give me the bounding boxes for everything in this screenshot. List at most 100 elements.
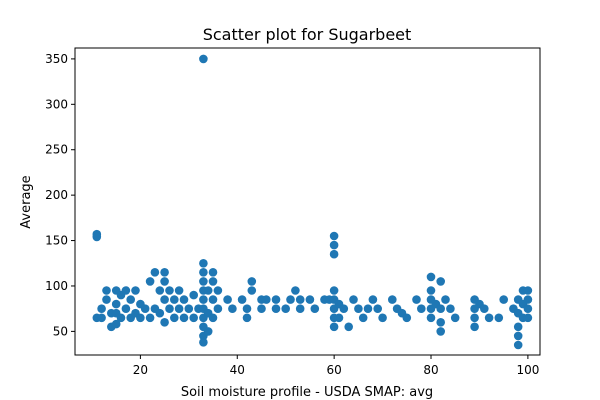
data-point: [513, 340, 523, 350]
data-point: [213, 286, 223, 295]
plot-frame: [74, 47, 541, 356]
data-point: [295, 304, 305, 314]
data-point: [170, 313, 179, 323]
data-point: [523, 286, 533, 295]
points-layer: [92, 54, 533, 350]
data-point: [388, 295, 397, 304]
data-point: [208, 295, 218, 304]
y-tick-label: 250: [45, 143, 68, 157]
data-point: [426, 272, 436, 282]
data-point: [426, 313, 436, 323]
x-tick-label: 80: [423, 363, 438, 377]
data-point: [208, 313, 218, 323]
data-point: [247, 286, 257, 295]
data-point: [174, 304, 184, 314]
data-point: [203, 327, 213, 336]
x-tick-label: 20: [133, 363, 148, 377]
data-point: [170, 295, 179, 304]
data-point: [199, 268, 208, 277]
data-point: [329, 322, 339, 332]
x-axis: 20 40 60 80 100: [133, 355, 539, 377]
data-point: [203, 286, 213, 295]
y-tick-label: 350: [45, 52, 68, 66]
data-point: [237, 295, 247, 304]
data-point: [329, 231, 339, 241]
data-point: [291, 286, 300, 295]
data-point: [242, 313, 252, 323]
data-point: [126, 295, 135, 304]
data-point: [199, 338, 208, 347]
data-point: [165, 286, 174, 295]
data-point: [199, 259, 208, 268]
x-tick-label: 40: [230, 363, 245, 377]
data-point: [165, 304, 174, 314]
data-point: [179, 313, 189, 323]
data-point: [140, 304, 150, 314]
y-tick-label: 200: [45, 188, 68, 202]
data-point: [213, 304, 223, 314]
data-point: [155, 286, 165, 295]
data-point: [344, 322, 354, 332]
data-point: [436, 327, 446, 336]
data-point: [436, 318, 446, 327]
data-point: [441, 295, 450, 304]
data-point: [417, 304, 426, 314]
data-point: [378, 313, 387, 323]
data-point: [329, 249, 339, 259]
y-tick-label: 300: [45, 97, 68, 111]
data-point: [436, 304, 446, 314]
data-point: [295, 295, 305, 304]
data-point: [97, 304, 106, 314]
data-point: [111, 299, 121, 309]
data-point: [257, 304, 266, 314]
data-point: [358, 313, 368, 323]
data-point: [436, 277, 446, 286]
data-point: [121, 304, 131, 314]
data-point: [160, 277, 169, 286]
data-point: [339, 304, 349, 314]
data-point: [155, 308, 165, 318]
data-point: [523, 304, 533, 314]
data-point: [102, 295, 111, 304]
data-point: [470, 313, 479, 323]
data-point: [199, 54, 208, 64]
data-point: [494, 313, 504, 323]
y-axis: 50 100 150 200 250 300 350: [45, 52, 75, 338]
data-point: [208, 268, 218, 277]
x-axis-label: Soil moisture profile - USDA SMAP: avg: [181, 385, 433, 400]
data-point: [329, 240, 339, 250]
data-point: [136, 313, 145, 323]
data-point: [368, 295, 378, 304]
data-point: [102, 286, 111, 295]
data-point: [446, 304, 455, 314]
data-point: [373, 304, 383, 314]
data-point: [426, 286, 436, 295]
data-point: [174, 286, 184, 295]
data-point: [281, 304, 291, 314]
data-point: [199, 295, 208, 304]
data-point: [150, 268, 160, 277]
data-point: [160, 268, 169, 277]
data-point: [484, 313, 494, 323]
data-point: [111, 319, 121, 329]
data-point: [310, 304, 320, 314]
data-point: [402, 313, 412, 323]
data-point: [208, 277, 218, 286]
data-point: [513, 322, 523, 332]
data-point: [363, 304, 373, 314]
data-point: [286, 295, 295, 304]
data-point: [513, 331, 523, 341]
data-point: [329, 286, 339, 295]
data-point: [189, 290, 198, 300]
data-point: [199, 277, 208, 286]
data-point: [121, 286, 131, 295]
data-point: [354, 304, 363, 314]
data-point: [480, 304, 489, 314]
x-tick-label: 100: [516, 363, 539, 377]
y-tick-label: 150: [45, 234, 68, 248]
data-point: [242, 304, 252, 314]
data-point: [450, 313, 460, 323]
data-point: [223, 295, 232, 304]
